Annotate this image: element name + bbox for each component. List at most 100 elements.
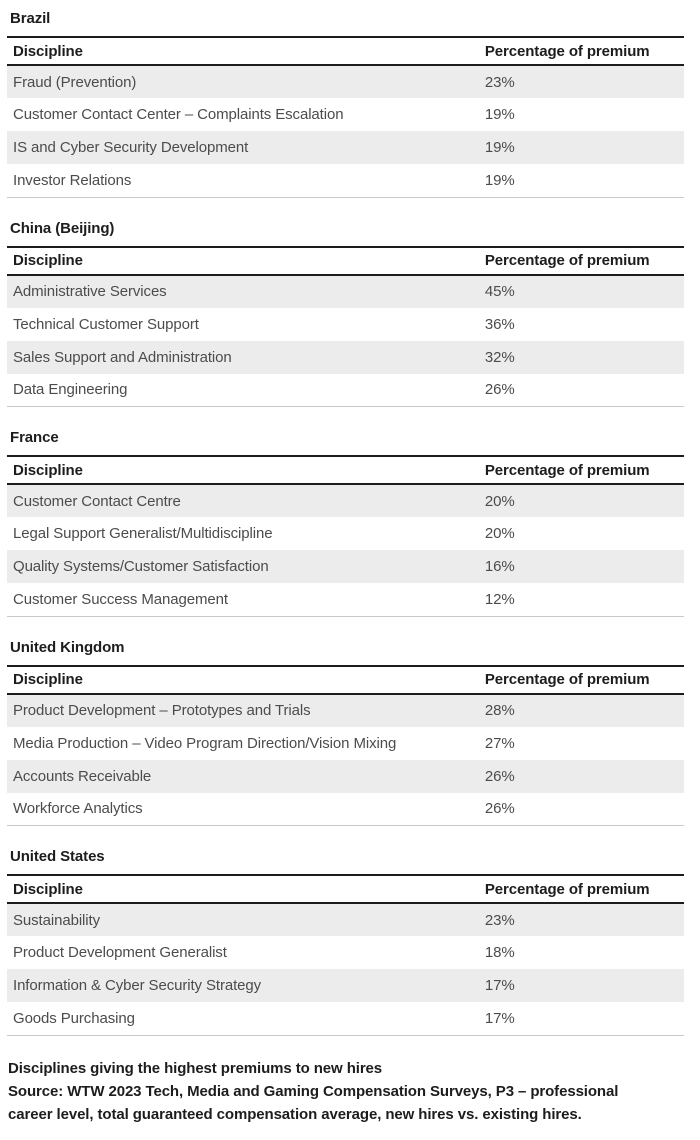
column-header-discipline: Discipline: [7, 665, 479, 695]
table-row: Legal Support Generalist/Multidiscipline…: [7, 517, 684, 550]
discipline-cell: Accounts Receivable: [13, 767, 152, 785]
discipline-cell: Customer Contact Centre: [13, 492, 181, 510]
premium-cell: 32%: [484, 348, 515, 366]
premium-table: Discipline Percentage of premium Sustain…: [7, 874, 684, 1036]
country-heading: United States: [10, 848, 105, 865]
table-row: Sustainability 23%: [7, 903, 684, 936]
caption-source-line-2: career level, total guaranteed compensat…: [8, 1105, 582, 1123]
column-header-premium: Percentage of premium: [478, 37, 684, 66]
table-header-row: Discipline Percentage of premium: [7, 37, 684, 66]
premium-cell: 12%: [484, 590, 515, 608]
table-row: Information & Cyber Security Strategy 17%: [7, 969, 684, 1002]
table-body: Customer Contact Centre 20% Legal Support …: [7, 484, 684, 616]
discipline-cell: Technical Customer Support: [13, 315, 199, 333]
caption-title: Disciplines giving the highest premiums …: [8, 1059, 383, 1077]
country-heading: United Kingdom: [10, 638, 125, 656]
country-heading: China (Beijing): [10, 219, 115, 237]
table-row: Product Development – Prototypes and Tri…: [7, 693, 684, 727]
table-row: Technical Customer Support 36%: [7, 308, 684, 341]
column-header-discipline: Discipline: [7, 37, 479, 66]
discipline-cell: Fraud (Prevention): [13, 73, 137, 91]
table-row: Investor Relations 19%: [7, 164, 684, 197]
premium-cell: 19%: [484, 171, 515, 189]
premium-cell: 17%: [484, 977, 515, 994]
premium-cell: 19%: [484, 106, 515, 123]
discipline-cell: Media Production – Video Program Directi…: [13, 734, 397, 752]
premium-cell: 20%: [484, 525, 515, 542]
column-header-premium: Percentage of premium: [478, 875, 684, 904]
country-table-section: France Discipline Percentage of premium …: [7, 428, 684, 617]
table-header-row: Discipline Percentage of premium: [7, 875, 684, 904]
table-row: Media Production – Video Program Directi…: [7, 727, 684, 760]
table-header-row: Discipline Percentage of premium: [7, 246, 684, 276]
discipline-cell: Quality Systems/Customer Satisfaction: [13, 558, 269, 575]
premium-cell: 45%: [484, 283, 515, 300]
premium-cell: 23%: [484, 73, 515, 91]
column-header-premium: Percentage of premium: [478, 456, 684, 485]
table-row: Customer Contact Centre 20%: [7, 484, 684, 517]
table-row: IS and Cyber Security Development 19%: [7, 131, 684, 164]
premium-table: Discipline Percentage of premium Fraud (…: [7, 36, 684, 198]
table-row: Fraud (Prevention) 23%: [7, 65, 684, 98]
table-row: Accounts Receivable 26%: [7, 759, 684, 793]
premium-table: Discipline Percentage of premium Product…: [7, 664, 684, 826]
discipline-cell: Product Development Generalist: [13, 944, 227, 961]
column-header-premium: Percentage of premium: [478, 246, 684, 276]
country-table-section: Brazil Discipline Percentage of premium …: [7, 9, 684, 198]
discipline-cell: IS and Cyber Security Development: [13, 139, 249, 156]
table-header-row: Discipline Percentage of premium: [7, 456, 684, 485]
table-row: Product Development Generalist 18%: [7, 936, 684, 969]
premium-cell: 26%: [484, 767, 515, 785]
table-header-row: Discipline Percentage of premium: [7, 665, 684, 695]
discipline-cell: Administrative Services: [13, 283, 167, 300]
discipline-cell: Customer Contact Center – Complaints Esc…: [13, 106, 344, 123]
premium-cell: 17%: [484, 1009, 515, 1027]
column-header-discipline: Discipline: [7, 456, 479, 485]
table-row: Data Engineering 26%: [7, 374, 684, 407]
country-table-section: United States Discipline Percentage of p…: [7, 847, 684, 1036]
table-body: Fraud (Prevention) 23% Customer Contact Ce…: [7, 65, 684, 197]
column-header-premium: Percentage of premium: [478, 665, 684, 695]
table-row: Sales Support and Administration 32%: [7, 340, 684, 374]
premium-table: Discipline Percentage of premium Adminis…: [7, 245, 684, 407]
premium-cell: 20%: [484, 492, 515, 510]
table-row: Customer Contact Center – Complaints Esc…: [7, 98, 684, 131]
discipline-cell: Legal Support Generalist/Multidiscipline: [13, 525, 273, 542]
table-row: Workforce Analytics 26%: [7, 793, 684, 826]
discipline-cell: Investor Relations: [13, 171, 132, 189]
discipline-cell: Information & Cyber Security Strategy: [13, 977, 262, 994]
discipline-cell: Goods Purchasing: [13, 1009, 135, 1027]
table-row: Customer Success Management 12%: [7, 583, 684, 616]
table-row: Quality Systems/Customer Satisfaction 16%: [7, 550, 684, 583]
table-row: Goods Purchasing 17%: [7, 1002, 684, 1035]
discipline-cell: Sales Support and Administration: [13, 348, 232, 366]
country-table-section: China (Beijing) Discipline Percentage of…: [7, 219, 684, 407]
premium-table: Discipline Percentage of premium Custome…: [7, 455, 684, 617]
discipline-cell: Sustainability: [13, 911, 100, 929]
discipline-cell: Workforce Analytics: [13, 800, 143, 818]
country-heading: France: [10, 429, 59, 446]
country-tables: Brazil Discipline Percentage of premium …: [7, 9, 684, 1036]
caption-source-line-1: Source: WTW 2023 Tech, Media and Gaming …: [8, 1082, 619, 1100]
discipline-cell: Data Engineering: [13, 381, 128, 399]
premium-cell: 23%: [484, 911, 515, 929]
table-body: Product Development – Prototypes and Tri…: [7, 693, 684, 826]
premium-cell: 26%: [484, 381, 515, 399]
premium-cell: 16%: [484, 558, 515, 575]
discipline-cell: Customer Success Management: [13, 590, 228, 608]
country-table-section: United Kingdom Discipline Percentage of …: [7, 638, 684, 826]
country-heading: Brazil: [10, 10, 51, 27]
table-row: Administrative Services 45%: [7, 274, 684, 308]
table-caption: Disciplines giving the highest premiums …: [7, 1057, 684, 1126]
premium-cell: 18%: [484, 944, 515, 961]
column-header-discipline: Discipline: [7, 246, 479, 276]
table-body: Administrative Services 45% Technical Cust…: [7, 274, 684, 407]
discipline-cell: Product Development – Prototypes and Tri…: [13, 702, 311, 719]
premium-cell: 19%: [484, 139, 515, 156]
premium-cell: 36%: [484, 315, 515, 333]
premium-cell: 27%: [484, 734, 515, 752]
premium-cell: 26%: [484, 800, 515, 818]
premium-cell: 28%: [484, 702, 515, 719]
table-body: Sustainability 23% Product Development Gen…: [7, 903, 684, 1035]
